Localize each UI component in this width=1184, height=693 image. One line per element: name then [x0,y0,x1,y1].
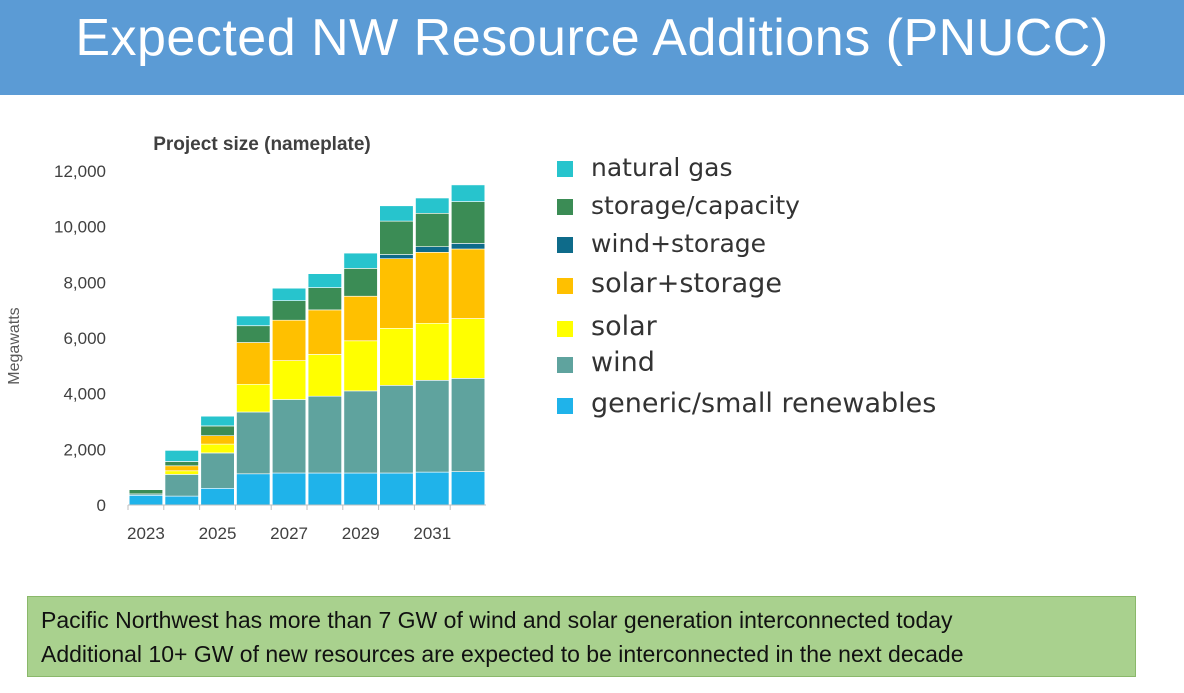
bar-segment [307,287,342,311]
chart-title: Project size (nameplate) [153,134,371,155]
callout-line-1: Pacific Northwest has more than 7 GW of … [41,607,953,633]
bar-segment [271,399,307,474]
bar-segment [415,246,450,253]
legend-swatch [557,161,573,177]
bar-segment [128,489,163,495]
bar-segment [236,473,271,506]
bar-segment [379,328,414,386]
title-bar: Expected NW Resource Additions (PNUCC) [0,0,1184,95]
bar-segment [379,254,414,259]
y-tick-label: 8,000 [63,273,106,292]
legend-label: wind+storage [591,229,767,258]
legend-swatch [557,199,573,215]
bar-segment [415,471,450,506]
bar-segment [450,248,486,319]
bar-segment [271,472,307,506]
bar-segment [379,384,414,474]
bar-segment [415,379,450,473]
bar-segment [200,452,235,489]
bar-segment [307,395,342,474]
bar-segment [271,360,307,400]
bar-segment [128,494,163,506]
bar-segment [236,325,271,343]
bar-segment [343,252,378,269]
legend-swatch [557,237,573,253]
x-tick-label: 2029 [342,524,380,543]
y-tick-label: 2,000 [63,440,106,459]
bar-segment [164,474,199,497]
legend-label: wind [591,347,655,378]
page-title: Expected NW Resource Additions (PNUCC) [75,9,1109,67]
bar-segment [415,322,450,381]
bar-segment [307,309,342,355]
bar-segment [236,315,271,326]
bar-segment [271,287,307,301]
callout-box: Pacific Northwest has more than 7 GW of … [27,596,1136,677]
bar-segment [379,258,414,329]
legend-swatch [557,321,573,337]
y-tick-label: 10,000 [54,218,106,237]
bar-segment [343,340,378,392]
bar-segment [307,472,342,506]
bar-segment [415,213,450,248]
x-tick-label: 2023 [127,524,165,543]
bar-segment [200,487,235,506]
y-tick-label: 6,000 [63,329,106,348]
legend-label: generic/small renewables [591,388,937,419]
y-axis-label: Megawatts [6,307,23,384]
x-tick-label: 2031 [413,524,451,543]
legend-label: solar+storage [591,268,782,299]
bar-segment [164,470,199,475]
y-tick-label: 12,000 [54,162,106,181]
bar-segment [164,495,199,506]
bar-segment [236,411,271,475]
bar-segment [200,443,235,454]
legend-label: natural gas [591,153,733,182]
bar-segment [343,390,378,474]
callout-line-2: Additional 10+ GW of new resources are e… [41,641,964,667]
bar-segment [164,450,199,462]
bar-segment [343,472,378,506]
bar-segment [379,220,414,255]
bar-segment [271,319,307,361]
x-tick-label: 2025 [199,524,237,543]
bar-segment [343,268,378,297]
bar-segment [379,205,414,222]
legend-label: storage/capacity [591,191,800,220]
bar-segment [450,378,486,472]
bar-segment [200,415,235,427]
bar-segment [164,465,199,472]
x-tick-label: 2027 [270,524,308,543]
bar-segment [450,243,486,250]
stacked-bar-chart: Project size (nameplate) Megawatts 0 2,00… [6,134,486,543]
bar-segment [307,354,342,397]
bar-segment [271,300,307,321]
bar-segment [164,461,199,467]
bar-segment [450,201,486,244]
bar-segment [450,471,486,506]
bar-segment [450,318,486,379]
bar-segment [379,472,414,506]
bar-segment [236,342,271,385]
legend-label: solar [591,311,657,342]
legend-swatch [557,278,573,294]
bar-segment [415,252,450,324]
legend-swatch [557,357,573,373]
bar-segment [200,425,235,436]
bar-segment [450,184,486,202]
bar-segment [415,197,450,214]
bar-segment [307,273,342,288]
bar-segment [236,383,271,413]
bar-segment [343,296,378,342]
legend-swatch [557,398,573,414]
bar-segment [200,435,235,445]
y-tick-label: 0 [97,496,106,515]
y-tick-label: 4,000 [63,385,106,404]
